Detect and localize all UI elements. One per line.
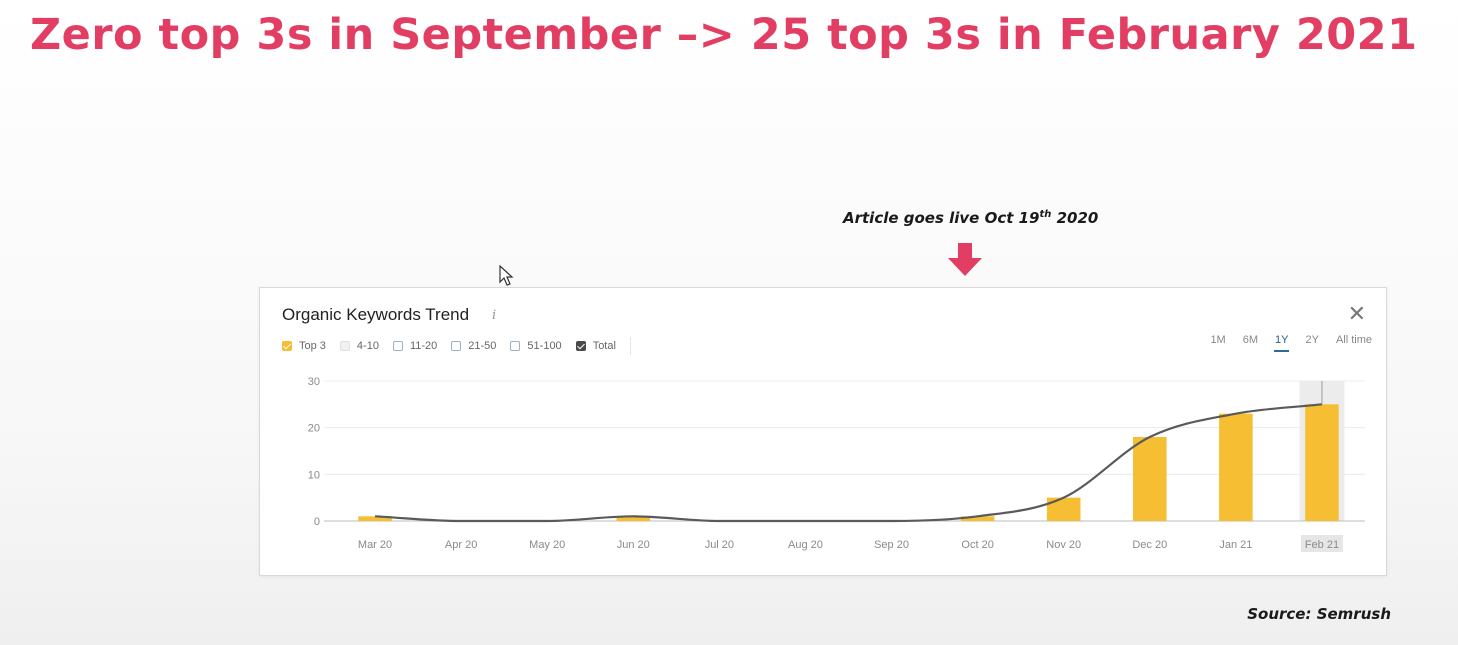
legend-checkbox[interactable] (282, 341, 292, 351)
range-tabs: 1M 6M 1Y 2Y All time (1193, 334, 1372, 352)
legend-divider (629, 337, 631, 355)
legend-checkbox[interactable] (339, 341, 350, 351)
range-tab-6m[interactable]: 6M (1242, 334, 1258, 346)
legend-checkbox[interactable] (575, 341, 586, 351)
bar-top3 (1046, 497, 1081, 521)
annotation-year: 2020 (1051, 209, 1099, 227)
legend-item-top-3[interactable]: Top 3 (282, 340, 326, 352)
slide-headline: Zero top 3s in September –> 25 top 3s in… (30, 10, 1418, 60)
legend-item-11-20[interactable]: 11-20 (392, 340, 438, 352)
x-tick-label: Aug 20 (788, 539, 823, 551)
range-tab-1y[interactable]: 1Y (1273, 334, 1290, 352)
annotation-text: Article goes live Oct 19 (843, 209, 1040, 227)
x-tick-label: May 20 (529, 539, 565, 551)
x-tick-label: Feb 21 (1305, 539, 1339, 551)
x-tick-label: Oct 20 (961, 539, 993, 551)
highlight-label-bg (1300, 535, 1343, 552)
bar-top3 (960, 516, 995, 521)
x-tick-label: Jun 20 (617, 539, 650, 551)
legend-item-total[interactable]: Total (575, 340, 616, 352)
bar-top3 (358, 516, 392, 521)
legend-checkbox[interactable] (451, 341, 462, 351)
x-tick-label: Mar 20 (358, 539, 392, 551)
x-tick-label: Jan 21 (1219, 539, 1252, 551)
total-line (374, 403, 1323, 523)
bar-top3 (1305, 404, 1339, 521)
annotation-ordinal-suffix: th (1039, 209, 1052, 220)
x-tick-label: Dec 20 (1132, 539, 1167, 551)
organic-keywords-widget: Organic Keywords Trend i ✕ Top 3 4-10 11-2… (259, 287, 1387, 576)
legend-item-4-10[interactable]: 4-10 (339, 340, 379, 352)
y-tick-label: 10 (308, 469, 320, 481)
down-arrow-icon (948, 243, 982, 276)
source-credit: Source: Semrush (1247, 605, 1391, 623)
legend-item-51-100[interactable]: 51-100 (510, 340, 562, 352)
widget-title: Organic Keywords Trend (282, 305, 470, 324)
legend-label: Top 3 (299, 340, 326, 352)
y-tick-label: 20 (308, 423, 320, 435)
info-icon[interactable]: i (492, 308, 497, 323)
legend-label: 11-20 (409, 340, 438, 352)
range-tab-all-time[interactable]: All time (1335, 334, 1372, 346)
mouse-cursor-icon (499, 265, 514, 286)
close-icon[interactable]: ✕ (1347, 302, 1366, 327)
range-tab-2y[interactable]: 2Y (1305, 334, 1319, 346)
legend-checkbox[interactable] (510, 341, 521, 351)
x-tick-label: Apr 20 (445, 539, 477, 551)
legend-checkbox[interactable] (392, 341, 403, 351)
legend-label: 21-50 (468, 340, 497, 352)
x-tick-label: Nov 20 (1046, 539, 1081, 551)
bar-top3 (1133, 437, 1167, 521)
bar-top3 (1219, 413, 1253, 521)
x-tick-label: Jul 20 (705, 539, 734, 551)
x-tick-label: Sep 20 (874, 539, 909, 551)
legend-label: Total (592, 340, 616, 352)
legend-item-21-50[interactable]: 21-50 (451, 340, 496, 352)
article-live-annotation: Article goes live Oct 19th 2020 (843, 209, 1098, 227)
y-tick-label: 30 (308, 376, 320, 388)
bar-top3 (616, 516, 651, 521)
y-tick-label: 0 (314, 516, 320, 528)
legend-label: 51-100 (527, 340, 562, 352)
legend-label: 4-10 (356, 340, 379, 352)
chart-plot: 0 10 20 30 Mar 20 Apr 20 May 20 Jun 20 Jul 20 Aug… (308, 376, 1365, 552)
chart-legend: Top 3 4-10 11-20 21-50 51-100 Total (282, 337, 631, 355)
range-tab-1m[interactable]: 1M (1210, 334, 1226, 346)
